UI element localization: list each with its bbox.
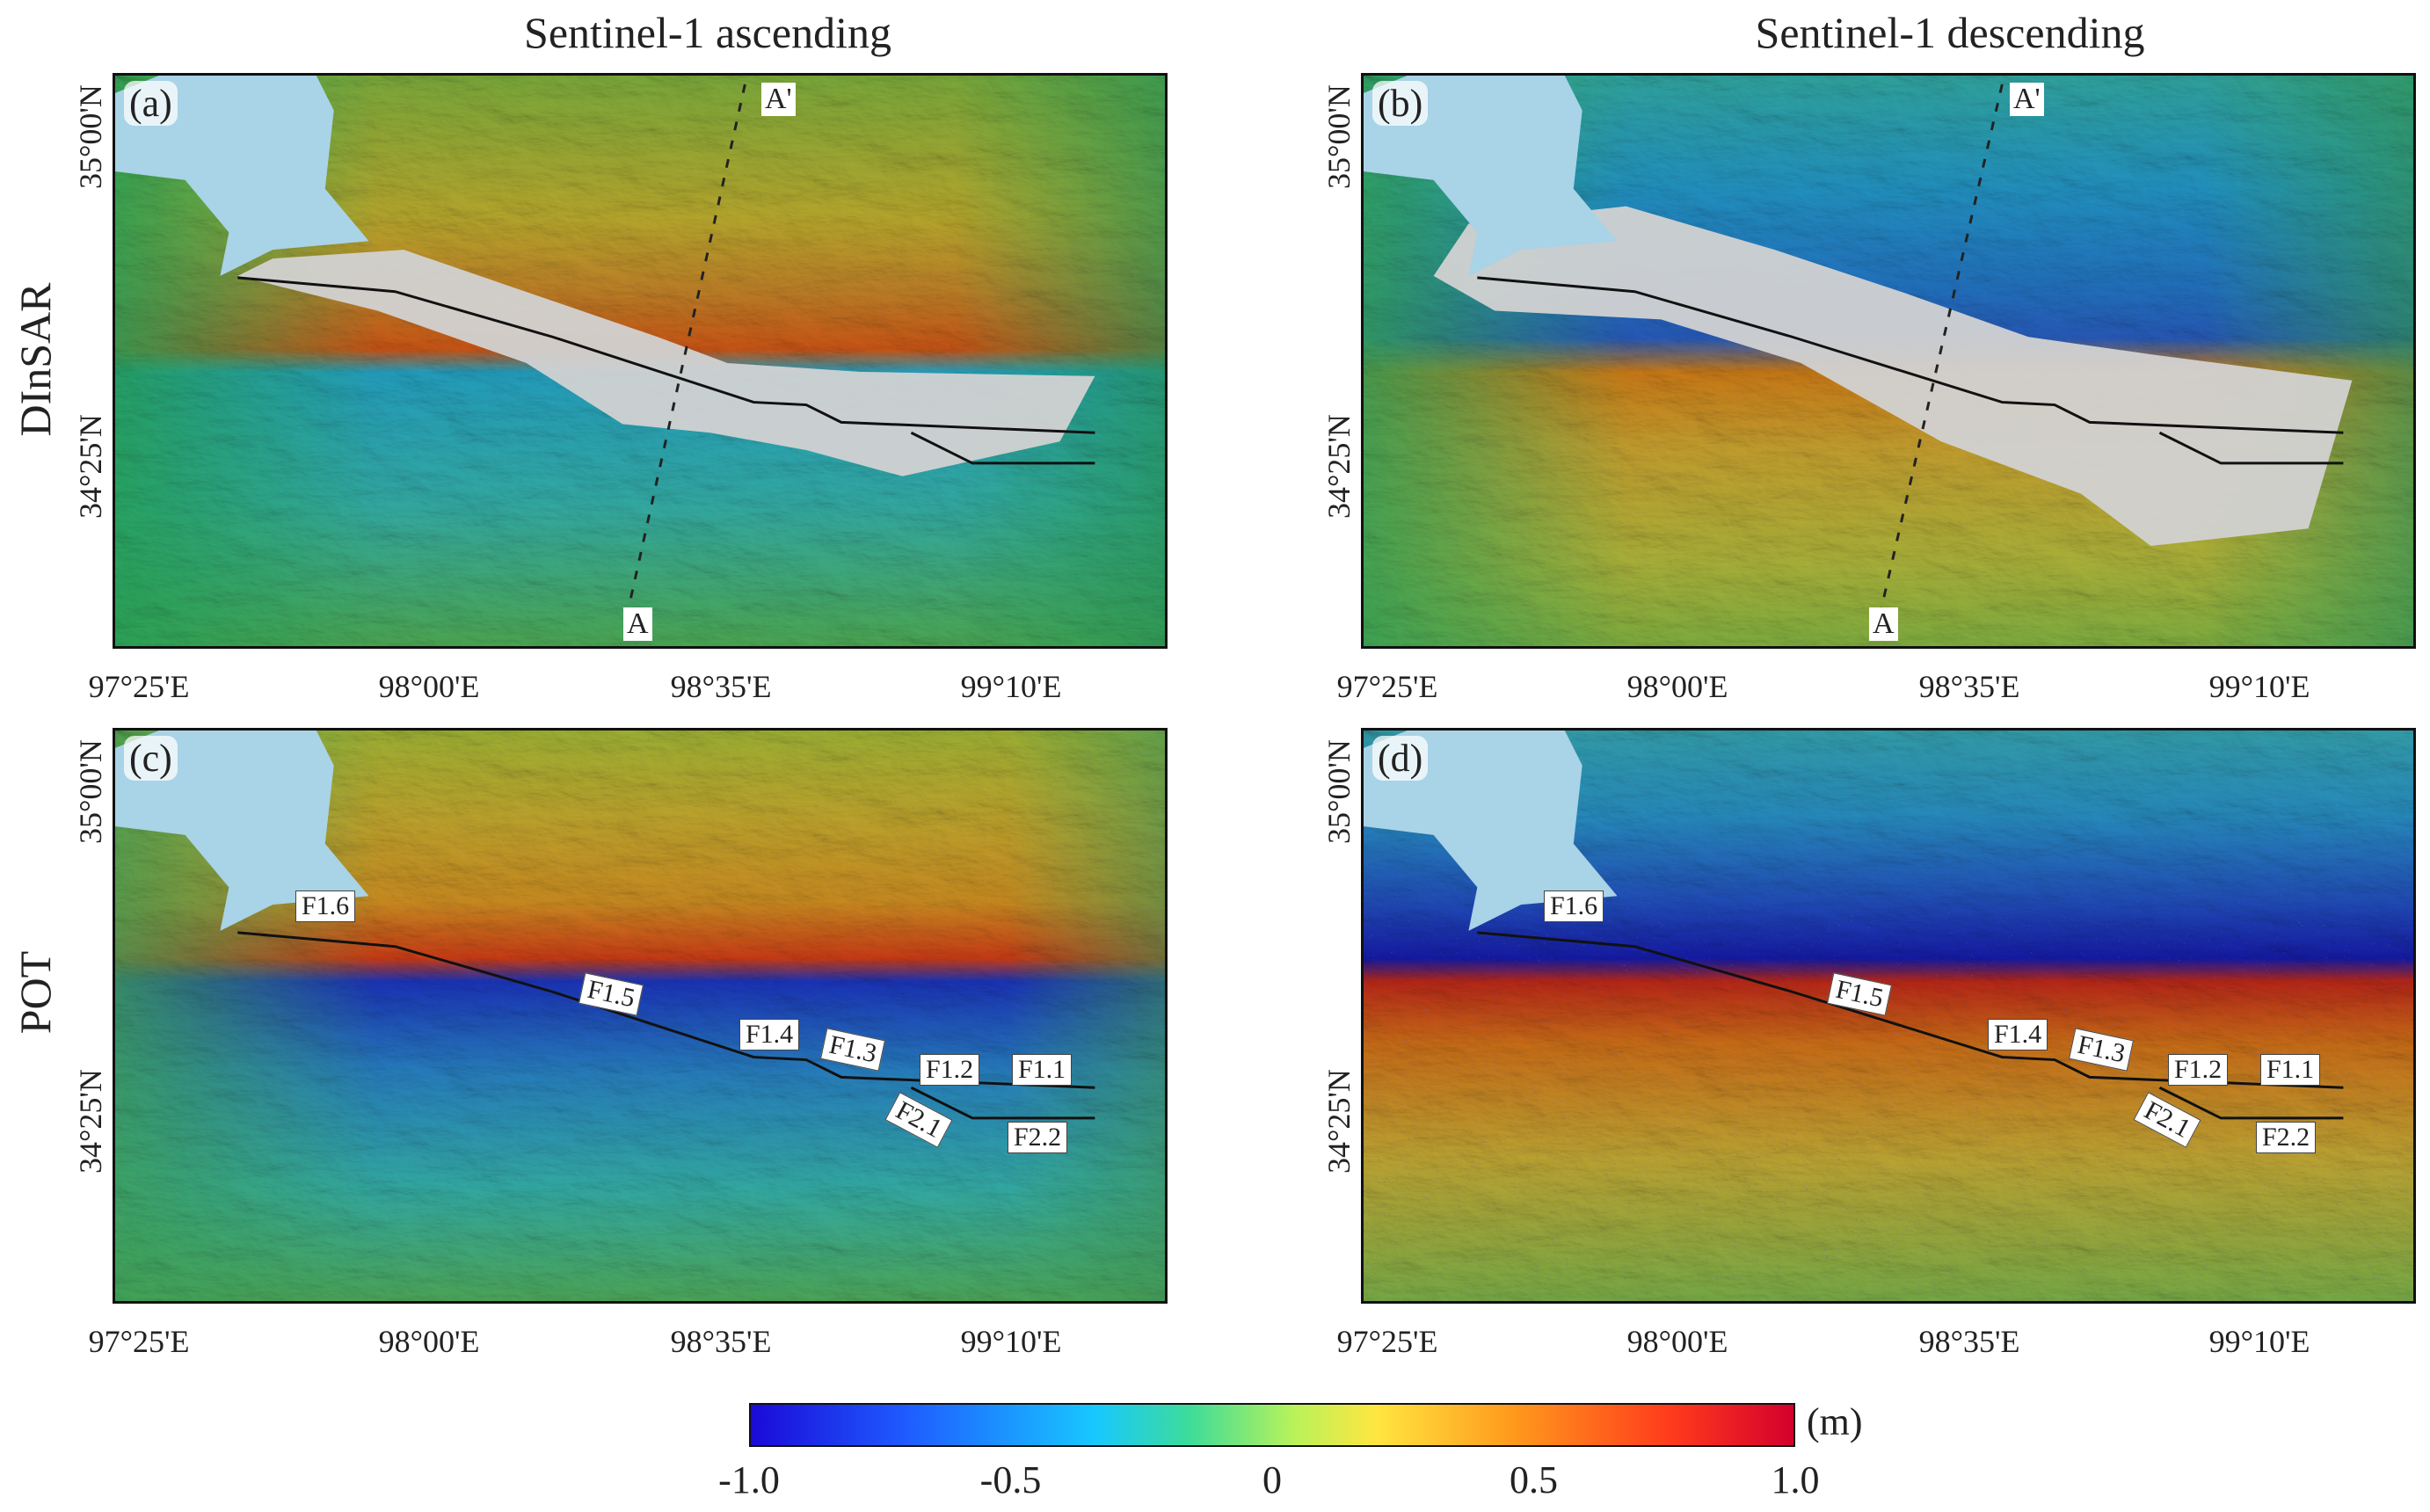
lat-tick-label: 34°25'N	[1321, 414, 1357, 519]
lat-tick-label: 34°25'N	[73, 1069, 108, 1174]
colorbar-unit: (m)	[1807, 1400, 1863, 1443]
lat-tick-label: 34°25'N	[1321, 1069, 1357, 1174]
lon-tick-label: 97°25'E	[1336, 669, 1438, 704]
fault-trace-b	[1477, 276, 2344, 434]
lon-tick-label: 97°25'E	[88, 1324, 190, 1359]
panel-c-pot-ascending: (c) F1.6 F1.5 F1.4 F1.3 F1.2 F1.1 F2.1 F2.2	[113, 728, 1168, 1304]
profile-end-label: A'	[761, 83, 796, 116]
lon-tick-label: 99°10'E	[960, 669, 1062, 704]
fault-segment-label: F1.6	[295, 890, 356, 922]
decorrelation-zone-a	[237, 250, 1095, 476]
lake-d	[1364, 731, 1618, 931]
lat-tick-label: 35°00'N	[1321, 84, 1357, 189]
map-a	[115, 76, 1165, 646]
profile-line-b	[1878, 84, 2004, 616]
row-title-pot: POT	[11, 950, 60, 1035]
panel-letter-d: (d)	[1372, 736, 1429, 781]
fault-segment-label: F2.2	[1008, 1122, 1068, 1153]
lon-tick-label: 98°00'E	[378, 669, 480, 704]
lat-tick-label: 34°25'N	[73, 414, 108, 519]
lon-tick-label: 99°10'E	[2208, 1324, 2310, 1359]
colorbar-tick-label: 0	[1262, 1458, 1282, 1501]
fault-segment-label: F1.4	[1988, 1019, 2048, 1050]
lon-tick-label: 98°35'E	[1918, 669, 2020, 704]
lake-c	[115, 731, 369, 931]
lat-tick-label: 35°00'N	[1321, 739, 1357, 844]
map-d	[1364, 731, 2413, 1301]
row-title-dinsar: DInSAR	[11, 282, 60, 437]
lake-a	[115, 76, 369, 276]
profile-start-label: A	[1869, 607, 1898, 641]
map-c	[115, 731, 1165, 1301]
colorbar-tick-label: -0.5	[979, 1458, 1042, 1501]
panel-letter-a: (a)	[124, 81, 178, 126]
lon-tick-label: 98°35'E	[1918, 1324, 2020, 1359]
panel-letter-b: (b)	[1372, 81, 1429, 126]
lake-b	[1364, 76, 1618, 276]
lon-tick-label: 99°10'E	[2208, 669, 2310, 704]
colorbar-tick-label: 0.5	[1510, 1458, 1558, 1501]
colorbar-tick-label: -1.0	[718, 1458, 780, 1501]
lon-tick-label: 98°35'E	[670, 669, 772, 704]
colorbar	[749, 1403, 1795, 1447]
fault-segment-label: F1.6	[1544, 890, 1604, 922]
profile-start-label: A	[623, 607, 652, 641]
lat-tick-label: 35°00'N	[73, 739, 108, 844]
lon-tick-label: 98°35'E	[670, 1324, 772, 1359]
panel-d-pot-descending: (d) F1.6 F1.5 F1.4 F1.3 F1.2 F1.1 F2.1 F2.2	[1361, 728, 2416, 1304]
fault-trace-c	[237, 931, 1095, 1089]
lon-tick-label: 98°00'E	[1626, 669, 1728, 704]
profile-line-a	[625, 84, 746, 616]
map-b	[1364, 76, 2413, 646]
fault-segment-label: F1.1	[1012, 1054, 1073, 1086]
column-title-ascending: Sentinel-1 ascending	[524, 8, 891, 57]
panel-a-dinsar-ascending: (a) A' A	[113, 73, 1168, 649]
fault-segment-label: F1.2	[920, 1054, 980, 1086]
colorbar-tick-label: 1.0	[1771, 1458, 1820, 1501]
fault-trace-d	[1477, 931, 2344, 1089]
lon-tick-label: 98°00'E	[1626, 1324, 1728, 1359]
fault-segment-label: F1.4	[739, 1019, 800, 1050]
fault-segment-label: F1.2	[2168, 1054, 2229, 1086]
panel-letter-c: (c)	[124, 736, 178, 781]
lat-tick-label: 35°00'N	[73, 84, 108, 189]
profile-end-label: A'	[2010, 83, 2044, 116]
fault-trace-a	[237, 276, 1095, 434]
decorrelation-zone-b	[1433, 206, 2353, 547]
column-title-descending: Sentinel-1 descending	[1755, 8, 2145, 57]
fault-segment-label: F2.2	[2256, 1122, 2317, 1153]
fault-segment-label: F1.1	[2260, 1054, 2321, 1086]
lon-tick-label: 97°25'E	[88, 669, 190, 704]
panel-b-dinsar-descending: (b) A' A	[1361, 73, 2416, 649]
lon-tick-label: 97°25'E	[1336, 1324, 1438, 1359]
lon-tick-label: 98°00'E	[378, 1324, 480, 1359]
lon-tick-label: 99°10'E	[960, 1324, 1062, 1359]
